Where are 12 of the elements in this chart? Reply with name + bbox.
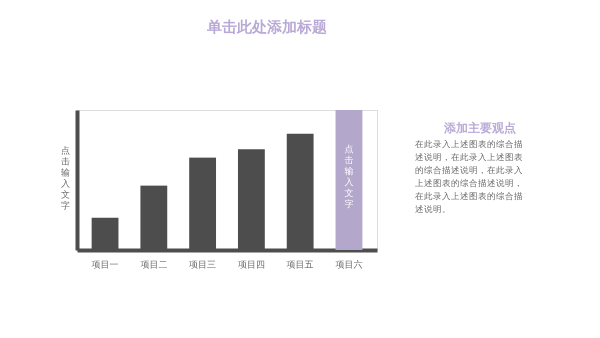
text: 在此录入上述图表的综合描述说明，在此录入上述图表的综合描述说明，在此录入上述图表的综合描述说明，在此录入上述图表的综合描述说明。 bbox=[415, 139, 523, 215]
x-tick-label: 项目三 bbox=[189, 260, 216, 270]
x-tick-label: 项目一 bbox=[92, 260, 119, 270]
text: 添加主要观点 bbox=[443, 121, 516, 135]
y-axis-title: 点击输入文字 bbox=[344, 144, 354, 210]
bar bbox=[336, 110, 362, 250]
x-tick-label: 项目二 bbox=[140, 260, 168, 270]
x-tick-label: 项目五 bbox=[286, 260, 314, 270]
x-tick-label: 项目四 bbox=[238, 260, 265, 270]
chart-title: 单击此处添加标题 bbox=[206, 18, 327, 36]
text: 点击输入文字 bbox=[61, 146, 70, 212]
x-tick-label: 项目六 bbox=[335, 260, 362, 270]
